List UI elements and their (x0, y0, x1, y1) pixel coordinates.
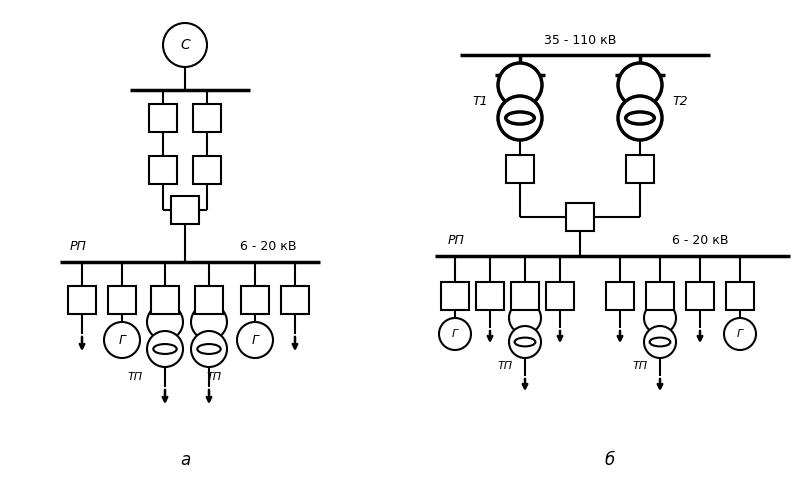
Text: Г: Г (251, 334, 258, 347)
Circle shape (439, 318, 471, 350)
Bar (476, 282, 504, 310)
Circle shape (163, 23, 207, 67)
Text: Т2: Т2 (672, 95, 687, 108)
Text: 6 - 20 кВ: 6 - 20 кВ (240, 239, 296, 252)
Circle shape (509, 326, 541, 358)
Bar (195, 286, 223, 314)
Bar (68, 286, 96, 314)
Bar (149, 104, 177, 132)
Text: б: б (605, 451, 615, 469)
Bar (626, 155, 654, 183)
Bar (193, 156, 221, 184)
Circle shape (498, 63, 542, 107)
Text: Т1: Т1 (473, 95, 488, 108)
Bar (511, 282, 539, 310)
Bar (726, 282, 754, 310)
Text: 35 - 110 кВ: 35 - 110 кВ (544, 33, 616, 46)
Text: Г: Г (118, 334, 126, 347)
Bar (149, 156, 177, 184)
Bar (151, 286, 179, 314)
Circle shape (191, 304, 227, 340)
Circle shape (237, 322, 273, 358)
Bar (506, 155, 534, 183)
Bar (108, 286, 136, 314)
Circle shape (498, 96, 542, 140)
Bar (646, 282, 674, 310)
Bar (566, 203, 594, 231)
Circle shape (147, 304, 183, 340)
Circle shape (618, 63, 662, 107)
Text: РП: РП (448, 233, 464, 247)
Bar (441, 282, 469, 310)
Circle shape (147, 331, 183, 367)
Text: ТП: ТП (497, 361, 513, 371)
Ellipse shape (506, 112, 535, 124)
Bar (606, 282, 634, 310)
Ellipse shape (514, 337, 535, 347)
Circle shape (509, 302, 541, 334)
Bar (686, 282, 714, 310)
Bar (281, 286, 309, 314)
Bar (193, 104, 221, 132)
Text: Г: Г (737, 329, 743, 339)
Circle shape (104, 322, 140, 358)
Ellipse shape (197, 344, 221, 354)
Bar (241, 286, 269, 314)
Text: ТП: ТП (127, 372, 142, 382)
Text: Г: Г (452, 329, 458, 339)
Text: ТП: ТП (633, 361, 647, 371)
Ellipse shape (650, 337, 671, 347)
Text: РП: РП (69, 239, 86, 252)
Ellipse shape (625, 112, 654, 124)
Circle shape (724, 318, 756, 350)
Text: ТП: ТП (206, 372, 221, 382)
Ellipse shape (153, 344, 177, 354)
Bar (171, 196, 199, 224)
Bar (546, 282, 574, 310)
Circle shape (644, 302, 676, 334)
Text: 6 - 20 кВ: 6 - 20 кВ (671, 233, 729, 247)
Circle shape (618, 96, 662, 140)
Text: а: а (180, 451, 190, 469)
Circle shape (191, 331, 227, 367)
Circle shape (644, 326, 676, 358)
Text: С: С (180, 38, 190, 52)
